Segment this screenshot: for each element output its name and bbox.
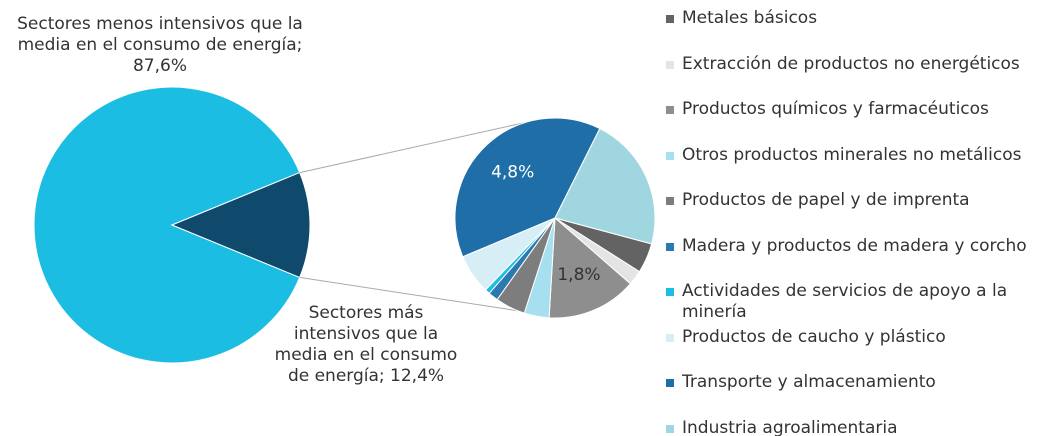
legend-item: Madera y productos de madera y corcho <box>666 236 1032 257</box>
legend-marker <box>666 424 674 433</box>
legend-label: Actividades de servicios de apoyo a la m… <box>682 281 1008 322</box>
data-label: Sectores más intensivos que la media en … <box>274 303 458 386</box>
legend-item: Productos de papel y de imprenta <box>666 190 1032 211</box>
legend-marker <box>666 15 674 23</box>
legend-marker <box>666 60 674 69</box>
legend-marker <box>666 197 674 205</box>
legend-item: Industria agroalimentaria <box>666 418 1032 436</box>
connector <box>299 276 518 312</box>
legend-label: Productos de caucho y plástico <box>682 326 946 347</box>
legend-label: Extracción de productos no energéticos <box>682 53 1020 74</box>
connector <box>299 118 542 174</box>
pie-slice <box>33 86 301 364</box>
pie-slice <box>554 127 656 245</box>
legend-item: Productos químicos y farmacéuticos <box>666 99 1032 120</box>
data-label: 1,8% <box>557 265 600 285</box>
legend-marker <box>666 242 674 251</box>
pie-slice <box>170 171 311 279</box>
legend-item: Extracción de productos no energéticos <box>666 54 1032 75</box>
legend-marker <box>666 288 674 296</box>
legend-label: Productos de papel y de imprenta <box>682 190 970 210</box>
legend-label: Productos químicos y farmacéuticos <box>682 99 989 119</box>
legend-label: Otros productos minerales no metálicos <box>682 144 1022 165</box>
legend-label: Metales básicos <box>682 8 818 28</box>
legend-marker <box>666 151 674 160</box>
pie-slice <box>454 117 601 258</box>
legend-item: Otros productos minerales no metálicos <box>666 145 1032 166</box>
data-label: Sectores menos intensivos que la media e… <box>17 14 303 76</box>
legend-item: Transporte y almacenamiento <box>666 372 1032 393</box>
legend-label: Madera y productos de madera y corcho <box>682 235 1027 256</box>
pie-slice <box>548 216 632 319</box>
legend-marker <box>666 333 674 342</box>
legend-marker <box>666 106 674 114</box>
legend-item: Productos de caucho y plástico <box>666 327 1032 348</box>
legend-marker <box>666 379 674 387</box>
legend-label: Industria agroalimentaria <box>682 417 898 436</box>
legend-item: Metales básicos <box>666 8 1032 29</box>
data-label: 4,8% <box>491 163 534 183</box>
legend-item: Actividades de servicios de apoyo a la m… <box>666 281 1032 323</box>
legend-label: Transporte y almacenamiento <box>682 372 936 392</box>
